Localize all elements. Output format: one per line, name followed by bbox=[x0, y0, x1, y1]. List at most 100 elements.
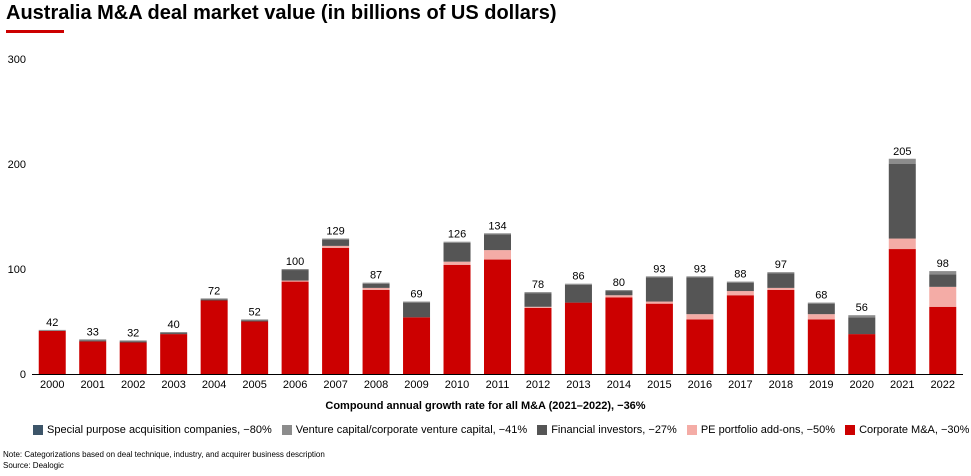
bar-segment-2016-venture-capital-corporate-venture-capital bbox=[686, 276, 714, 278]
bar-segment-2019-venture-capital-corporate-venture-capital bbox=[807, 302, 835, 304]
bar-segment-2004-venture-capital-corporate-venture-capital bbox=[200, 298, 228, 300]
bar-segment-2013-financial-investors bbox=[564, 284, 592, 303]
total-label-2000: 42 bbox=[46, 317, 58, 329]
bar-segment-2002-venture-capital-corporate-venture-capital bbox=[119, 340, 147, 342]
y-tick-label-300: 300 bbox=[8, 54, 26, 66]
legend-item-spac: Special purpose acquisition companies, −… bbox=[33, 424, 272, 436]
x-tick-label-2001: 2001 bbox=[80, 379, 104, 391]
bar-segment-2021-corporate-m-a bbox=[888, 249, 916, 374]
x-tick-label-2000: 2000 bbox=[40, 379, 64, 391]
bar-segment-2011-venture-capital-corporate-venture-capital bbox=[484, 233, 511, 235]
bar-segment-2011-financial-investors bbox=[484, 234, 511, 251]
bar-segment-2017-financial-investors bbox=[726, 282, 754, 292]
bar-segment-2013-venture-capital-corporate-venture-capital bbox=[564, 283, 592, 285]
bar-segment-2003-corporate-m-a bbox=[160, 334, 188, 374]
y-tick-label-0: 0 bbox=[20, 369, 26, 381]
total-label-2017: 88 bbox=[734, 269, 746, 281]
bar-segment-2019-financial-investors bbox=[807, 303, 835, 315]
total-label-2001: 33 bbox=[87, 326, 99, 338]
bar-segment-2016-pe-portfolio-add-ons bbox=[686, 314, 714, 320]
x-tick-label-2015: 2015 bbox=[647, 379, 671, 391]
bar-segment-2017-pe-portfolio-add-ons bbox=[726, 291, 754, 296]
x-tick-label-2020: 2020 bbox=[850, 379, 874, 391]
bar-segment-2010-pe-portfolio-add-ons bbox=[443, 261, 471, 265]
bar-segment-2010-venture-capital-corporate-venture-capital bbox=[443, 241, 471, 243]
x-tick-label-2011: 2011 bbox=[486, 379, 510, 391]
x-tick-label-2007: 2007 bbox=[323, 379, 347, 391]
bar-segment-2006-financial-investors bbox=[281, 270, 309, 281]
bar-segment-2004-financial-investors bbox=[200, 299, 228, 301]
bar-segment-2004-corporate-m-a bbox=[200, 300, 228, 374]
bar-segment-2002-financial-investors bbox=[119, 341, 147, 343]
bar-segment-2012-financial-investors bbox=[524, 293, 552, 307]
x-tick-label-2017: 2017 bbox=[728, 379, 752, 391]
bar-segment-2007-venture-capital-corporate-venture-capital bbox=[322, 238, 350, 240]
total-label-2008: 87 bbox=[370, 270, 382, 282]
bar-segment-2018-financial-investors bbox=[767, 273, 795, 288]
legend-swatch-spac bbox=[33, 425, 43, 435]
x-tick-label-2003: 2003 bbox=[161, 379, 185, 391]
bar-segment-2014-venture-capital-corporate-venture-capital bbox=[605, 290, 633, 292]
x-tick-label-2008: 2008 bbox=[364, 379, 388, 391]
legend-swatch-venture-capital bbox=[281, 425, 292, 435]
bar-segment-2005-venture-capital-corporate-venture-capital bbox=[241, 319, 269, 321]
bar-segment-2011-pe-portfolio-add-ons bbox=[484, 250, 511, 260]
bar-segment-2021-financial-investors bbox=[888, 164, 916, 239]
legend-swatch-pe-addons bbox=[686, 425, 697, 435]
total-label-2003: 40 bbox=[168, 319, 180, 331]
bar-segment-2007-pe-portfolio-add-ons bbox=[322, 245, 350, 248]
bar-segment-2021-pe-portfolio-add-ons bbox=[888, 238, 916, 250]
x-tick-label-2006: 2006 bbox=[283, 379, 307, 391]
legend-item-financial-investors: Financial investors, −27% bbox=[537, 424, 677, 436]
bar-segment-2000-corporate-m-a bbox=[38, 330, 66, 374]
total-label-2021: 205 bbox=[893, 146, 911, 158]
total-label-2005: 52 bbox=[249, 306, 261, 318]
bar-segment-2000-venture-capital-corporate-venture-capital bbox=[38, 329, 66, 331]
total-label-2020: 56 bbox=[856, 302, 868, 314]
legend-item-pe-addons: PE portfolio add-ons, −50% bbox=[686, 424, 835, 436]
legend-label-corporate-ma: Corporate M&A, −30% bbox=[859, 424, 970, 436]
bar-segment-2014-pe-portfolio-add-ons bbox=[605, 295, 633, 298]
bar-segment-2003-venture-capital-corporate-venture-capital bbox=[160, 332, 188, 334]
bar-segment-2021-venture-capital-corporate-venture-capital bbox=[888, 158, 916, 164]
legend-item-venture-capital: Venture capital/corporate venture capita… bbox=[281, 424, 527, 436]
total-label-2014: 80 bbox=[613, 277, 625, 289]
bar-segment-2011-corporate-m-a bbox=[484, 259, 511, 374]
bar-segment-2007-corporate-m-a bbox=[322, 248, 350, 374]
bar-segment-2010-corporate-m-a bbox=[443, 264, 471, 374]
bar-segment-2001-financial-investors bbox=[79, 340, 107, 342]
y-tick-label-200: 200 bbox=[8, 159, 26, 171]
x-tick-label-2012: 2012 bbox=[526, 379, 550, 391]
bar-segment-2006-corporate-m-a bbox=[281, 281, 309, 374]
source-note: Source: Dealogic bbox=[3, 461, 64, 470]
bar-segment-2016-financial-investors bbox=[686, 277, 714, 315]
x-tick-label-2002: 2002 bbox=[121, 379, 145, 391]
legend-swatch-corporate-ma bbox=[845, 425, 856, 435]
total-label-2015: 93 bbox=[653, 263, 665, 275]
bar-segment-2019-pe-portfolio-add-ons bbox=[807, 314, 835, 320]
total-label-2013: 86 bbox=[572, 271, 584, 283]
bar-segment-2017-corporate-m-a bbox=[726, 295, 754, 374]
bar-segment-2008-financial-investors bbox=[362, 283, 390, 288]
bar-segment-2012-pe-portfolio-add-ons bbox=[524, 306, 552, 308]
bar-segment-2018-venture-capital-corporate-venture-capital bbox=[767, 272, 795, 274]
legend-label-spac: Special purpose acquisition companies, −… bbox=[47, 424, 272, 436]
x-tick-label-2022: 2022 bbox=[931, 379, 955, 391]
total-label-2010: 126 bbox=[448, 229, 466, 241]
bar-segment-2020-venture-capital-corporate-venture-capital bbox=[848, 315, 876, 318]
bar-segment-2014-financial-investors bbox=[605, 291, 633, 296]
x-tick-label-2005: 2005 bbox=[242, 379, 266, 391]
legend-label-financial-investors: Financial investors, −27% bbox=[551, 424, 677, 436]
bar-segment-2007-financial-investors bbox=[322, 239, 350, 246]
footnote: Note: Categorizations based on deal tech… bbox=[3, 450, 325, 459]
total-label-2002: 32 bbox=[127, 327, 139, 339]
bar-segment-2010-financial-investors bbox=[443, 242, 471, 262]
bar-segment-2008-venture-capital-corporate-venture-capital bbox=[362, 282, 390, 284]
x-tick-label-2014: 2014 bbox=[607, 379, 631, 391]
bar-segment-2015-pe-portfolio-add-ons bbox=[645, 301, 673, 304]
bar-segment-2003-financial-investors bbox=[160, 333, 188, 335]
total-label-2018: 97 bbox=[775, 259, 787, 271]
x-tick-label-2021: 2021 bbox=[890, 379, 914, 391]
x-tick-label-2010: 2010 bbox=[445, 379, 469, 391]
bar-segment-2009-venture-capital-corporate-venture-capital bbox=[403, 301, 431, 303]
